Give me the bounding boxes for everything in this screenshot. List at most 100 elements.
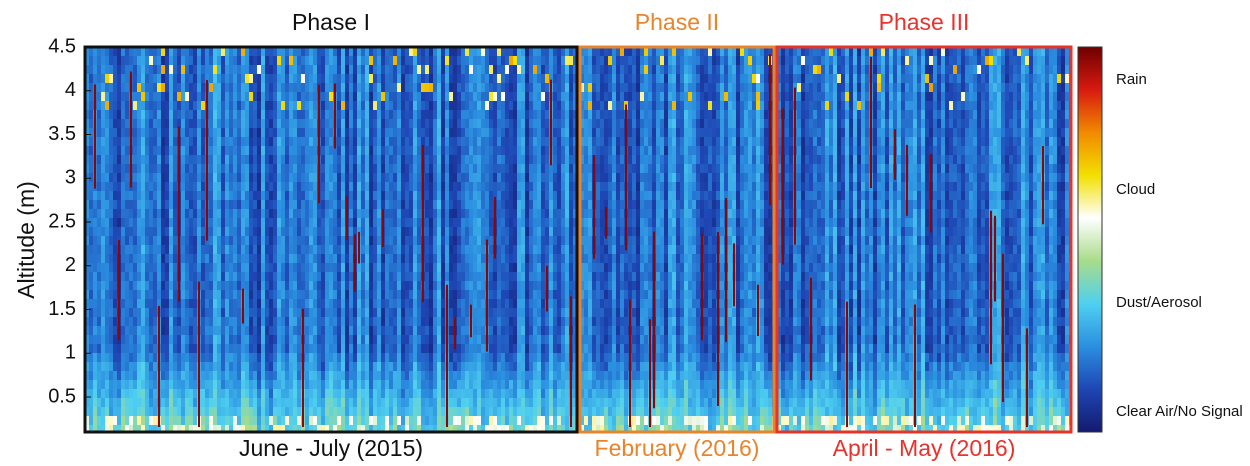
heat-cell xyxy=(393,254,397,263)
heat-cell xyxy=(529,146,533,155)
heat-cell xyxy=(109,281,113,290)
heat-cell xyxy=(421,407,425,416)
heat-cell xyxy=(273,74,277,83)
heat-cell xyxy=(201,389,205,398)
heat-cell xyxy=(133,416,137,425)
heat-cell xyxy=(133,137,137,146)
heat-cell xyxy=(345,407,349,416)
heat-cell xyxy=(289,155,293,164)
heat-cell xyxy=(185,155,189,164)
heat-cell xyxy=(525,317,529,326)
heat-cell xyxy=(181,182,185,191)
heat-cell xyxy=(413,83,417,92)
heat-cell xyxy=(277,236,281,245)
heat-cell xyxy=(137,371,141,380)
heat-cell xyxy=(201,362,205,371)
heat-cell xyxy=(249,362,253,371)
heat-cell xyxy=(205,290,209,299)
heat-cell xyxy=(489,101,493,110)
heat-cell xyxy=(149,218,153,227)
heat-cell xyxy=(485,65,489,74)
heat-cell xyxy=(457,326,461,335)
heat-cell xyxy=(261,236,265,245)
heat-cell xyxy=(109,137,113,146)
heat-cell xyxy=(473,137,477,146)
heat-cell xyxy=(221,137,225,146)
heat-cell xyxy=(245,398,249,407)
heat-cell xyxy=(329,227,333,236)
heat-cell xyxy=(221,254,225,263)
heat-cell xyxy=(393,128,397,137)
heat-cell xyxy=(537,272,541,281)
heat-cell xyxy=(429,371,433,380)
heat-cell xyxy=(473,191,477,200)
heat-cell xyxy=(409,362,413,371)
heat-cell xyxy=(89,353,93,362)
heat-cell xyxy=(405,200,409,209)
heat-cell xyxy=(449,119,453,128)
heat-cell xyxy=(153,389,157,398)
heat-cell xyxy=(133,335,137,344)
heat-cell xyxy=(213,281,217,290)
heat-cell xyxy=(349,164,353,173)
heat-cell xyxy=(481,137,485,146)
heat-cell xyxy=(521,407,525,416)
heat-cell xyxy=(461,344,465,353)
heat-cell xyxy=(485,209,489,218)
heat-cell xyxy=(353,65,357,74)
heat-cell xyxy=(117,371,121,380)
heat-cell xyxy=(453,227,457,236)
heat-cell xyxy=(89,155,93,164)
heat-cell xyxy=(369,254,373,263)
heat-cell xyxy=(373,65,377,74)
heat-cell xyxy=(229,128,233,137)
heat-cell xyxy=(537,254,541,263)
heat-cell xyxy=(269,200,273,209)
heat-cell xyxy=(369,245,373,254)
heat-cell xyxy=(305,380,309,389)
heat-cell xyxy=(253,371,257,380)
heat-cell xyxy=(257,209,261,218)
heat-cell xyxy=(329,128,333,137)
heat-cell xyxy=(109,407,113,416)
heat-cell xyxy=(237,326,241,335)
heat-cell xyxy=(349,74,353,83)
heat-cell xyxy=(377,344,381,353)
heat-cell xyxy=(97,92,101,101)
heat-cell xyxy=(437,110,441,119)
heat-cell xyxy=(365,344,369,353)
heat-cell xyxy=(161,290,165,299)
heat-cell xyxy=(409,110,413,119)
heat-cell xyxy=(385,281,389,290)
heat-cell xyxy=(465,389,469,398)
heat-cell xyxy=(165,281,169,290)
heat-cell xyxy=(177,56,181,65)
heat-cell xyxy=(357,272,361,281)
heat-cell xyxy=(369,389,373,398)
heat-cell xyxy=(433,308,437,317)
heat-cell xyxy=(321,245,325,254)
heat-cell xyxy=(97,83,101,92)
heat-cell xyxy=(141,281,145,290)
heat-cell xyxy=(149,101,153,110)
heat-cell xyxy=(213,389,217,398)
heat-cell xyxy=(473,227,477,236)
heat-cell xyxy=(373,407,377,416)
heat-cell xyxy=(521,155,525,164)
heat-cell xyxy=(121,65,125,74)
heat-cell xyxy=(433,74,437,83)
heat-cell xyxy=(137,74,141,83)
heat-cell xyxy=(477,416,481,425)
heat-cell xyxy=(137,308,141,317)
heat-cell xyxy=(441,272,445,281)
heat-cell xyxy=(409,146,413,155)
heat-cell xyxy=(321,74,325,83)
heat-cell xyxy=(249,65,253,74)
heat-cell xyxy=(237,299,241,308)
heat-cell xyxy=(157,137,161,146)
heat-cell xyxy=(105,119,109,128)
heat-cell xyxy=(117,92,121,101)
heat-cell xyxy=(417,407,421,416)
heat-cell xyxy=(133,65,137,74)
heat-cell xyxy=(341,299,345,308)
